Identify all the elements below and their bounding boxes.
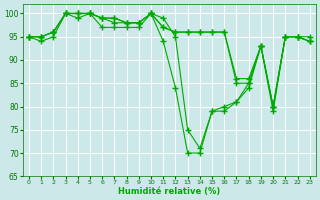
X-axis label: Humidité relative (%): Humidité relative (%) bbox=[118, 187, 220, 196]
